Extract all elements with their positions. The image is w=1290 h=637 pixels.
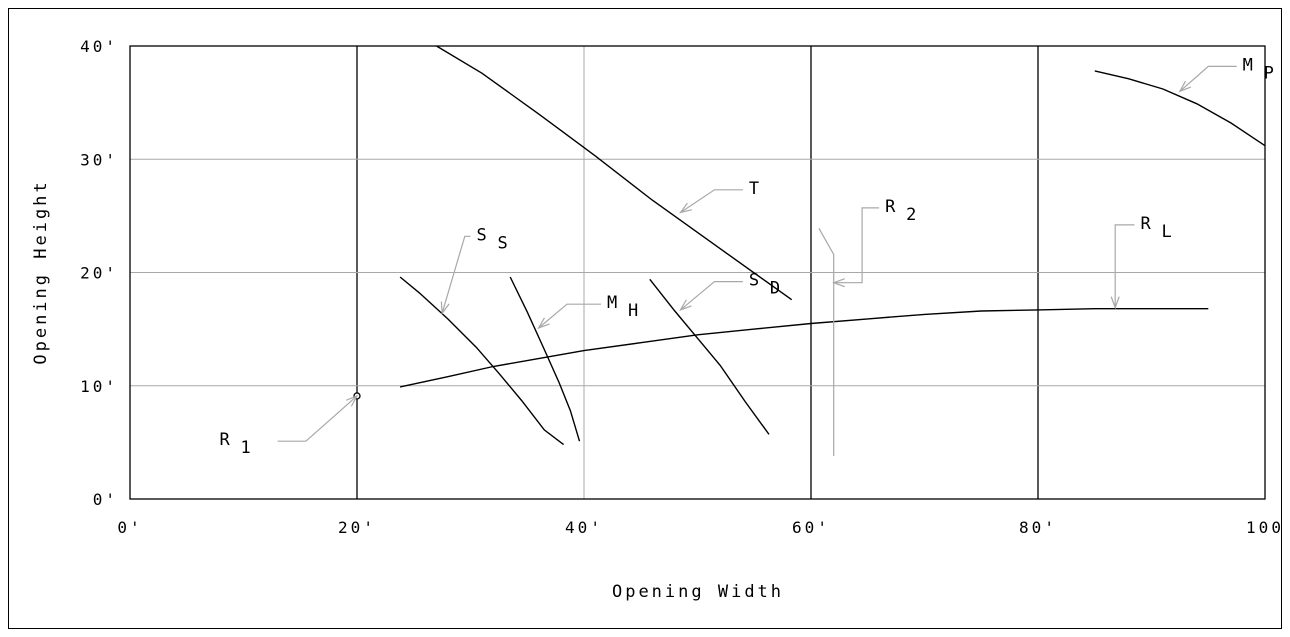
axes: 0' 20' 40' 60' 80' 100 0' 10' 20' 30' 40' <box>80 37 1284 537</box>
leader-line <box>833 207 880 284</box>
plot-area <box>129 45 1266 500</box>
series-layer <box>353 45 1266 456</box>
series-line-m-h <box>509 276 581 442</box>
leader-arrowhead <box>679 299 692 311</box>
leader-line <box>1114 224 1135 308</box>
leader-arrowhead <box>679 202 692 214</box>
series-line-r-l <box>399 308 1209 388</box>
leader-arrowhead <box>345 394 359 407</box>
annotation-label: R <box>1140 214 1151 234</box>
series-line-s-d <box>649 278 770 435</box>
x-tick-label: 80' <box>1019 518 1057 537</box>
annotation-t: T <box>679 179 759 214</box>
x-tick-label: 60' <box>792 518 830 537</box>
annotation-subscript: 1 <box>241 438 251 458</box>
chart-frame <box>8 8 1282 629</box>
annotation-subscript: D <box>770 279 780 299</box>
annotation-label: S <box>749 271 759 291</box>
annotation-subscript: L <box>1161 222 1171 242</box>
leader-line <box>680 281 743 311</box>
leader-arrowhead <box>440 301 450 315</box>
annotation-label: T <box>749 179 759 199</box>
leader-arrowhead <box>1178 80 1191 93</box>
leader-arrowhead <box>1110 296 1120 310</box>
series-line-m-p <box>1094 70 1266 147</box>
y-tick-label: 30' <box>80 150 118 169</box>
series-line-r-2 <box>818 228 835 456</box>
leader-line <box>680 189 743 213</box>
x-tick-label: 40' <box>565 518 603 537</box>
annotation-subscript: H <box>628 301 638 321</box>
y-tick-label: 40' <box>80 37 118 56</box>
series-line-s-s <box>399 276 565 446</box>
annotation-subscript: 2 <box>906 205 916 225</box>
annotation-subscript: S <box>498 233 508 253</box>
annotation-label: M <box>607 293 617 313</box>
y-tick-label: 20' <box>80 264 118 283</box>
leader-line <box>277 395 358 442</box>
x-tick-label: 0' <box>117 518 142 537</box>
leader-arrowhead <box>537 317 550 330</box>
y-tick-label: 0' <box>93 490 118 509</box>
grid <box>130 46 1265 499</box>
x-axis-title: Opening Width <box>612 582 784 602</box>
x-tick-label: 20' <box>338 518 376 537</box>
series-line-t <box>436 45 793 301</box>
annotation-label: M <box>1243 55 1253 75</box>
annotation-label: R <box>885 197 896 217</box>
annotation-label: R <box>220 430 231 450</box>
annotation-label: S <box>477 225 487 245</box>
leader-line <box>441 235 471 314</box>
y-axis-title: Opening Height <box>31 179 51 364</box>
x-tick-label: 100 <box>1246 518 1284 537</box>
annotation-subscript: P <box>1264 63 1274 83</box>
leader-line <box>1179 65 1237 92</box>
y-tick-label: 10' <box>80 377 118 396</box>
leader-arrowhead <box>831 278 845 288</box>
annotations-layer: TS SM HS DR 2 R LM PR 1 <box>220 55 1274 458</box>
leader-line <box>538 303 601 329</box>
